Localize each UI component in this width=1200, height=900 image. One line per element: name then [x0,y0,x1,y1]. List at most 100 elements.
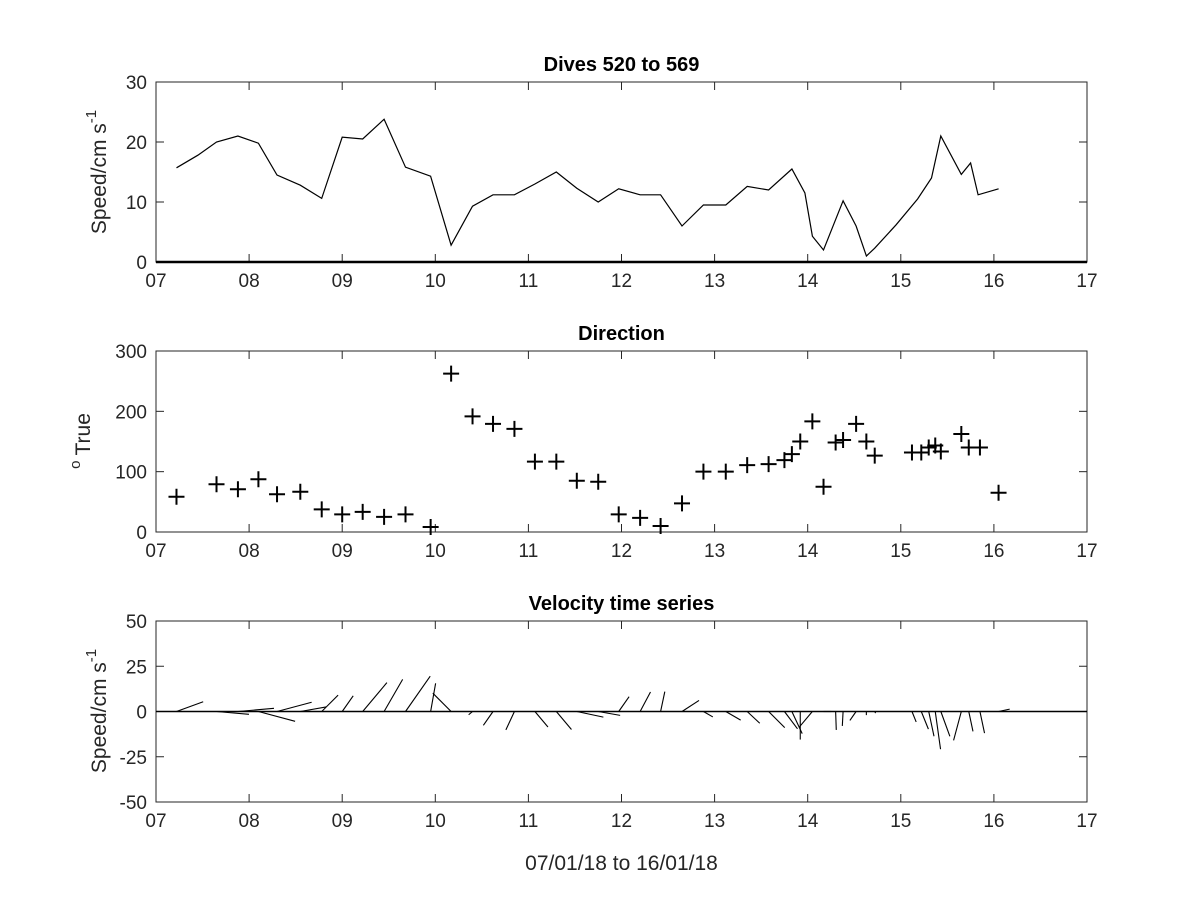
direction-panel-data-point [292,483,309,500]
velocity-panel: Velocity time series Speed/cm s-1 07/01/… [83,593,1098,875]
speed-panel-x-tick-label: 10 [425,271,446,292]
direction-panel-data-point [208,476,225,493]
velocity-panel-title: Velocity time series [529,593,715,615]
direction-panel-data-point [269,486,286,503]
direction-panel-data-point [792,433,809,450]
velocity-panel-velocity-stick [482,711,494,726]
direction-panel-y-tick-label: 0 [136,523,147,544]
velocity-panel-xlabel: 07/01/18 to 16/01/18 [525,852,718,875]
direction-panel-data-point [804,413,821,430]
velocity-panel-y-tick-label: 0 [136,703,147,724]
velocity-panel-x-tick-label: 12 [611,811,632,832]
velocity-panel-velocity-stick [432,692,452,712]
direction-panel: Direction o True 07 08 09 10 11 12 13 14 15 16 17 0 1… [67,323,1098,562]
direction-panel-data-point [313,501,330,518]
direction-panel-data-point [632,509,649,526]
speed-panel-ylabel-superscript: -1 [83,110,100,123]
direction-panel-title: Direction [578,323,665,345]
direction-panel-data-point [739,457,756,474]
speed-panel-x-tick-label: 17 [1076,271,1097,292]
direction-panel-data-point [568,472,585,489]
velocity-panel-velocity-stick [928,711,935,737]
direction-panel-ylabel-superscript: o [67,461,84,469]
direction-panel-data-point [334,506,351,523]
direction-panel-x-tick-label: 15 [890,541,911,562]
velocity-panel-velocity-stick [405,675,431,712]
direction-panel-data-point [827,434,844,451]
direction-panel-data-point [443,365,460,382]
direction-panel-data-point [485,415,502,432]
velocity-panel-y-tick-label: -25 [120,748,147,769]
velocity-panel-ylabel: Speed/cm s-1 [83,649,111,773]
velocity-panel-velocity-stick [430,683,437,712]
velocity-panel-velocity-stick [555,711,572,730]
velocity-panel-y-tick-label: 25 [126,657,147,678]
speed-panel-series-line [176,118,999,258]
direction-panel-ylabel: o True [67,413,95,469]
velocity-panel-y-tick-label: -50 [120,793,147,814]
velocity-panel-x-tick-label: 10 [425,811,446,832]
velocity-panel-velocity-stick [953,711,962,741]
speed-panel-x-tick-label: 12 [611,271,632,292]
velocity-panel-x-tick-label: 07 [145,811,166,832]
velocity-panel-x-tick-label: 09 [332,811,353,832]
direction-panel-y-tick-label: 200 [115,402,147,423]
direction-panel-data-point [506,420,523,437]
direction-panel-data-point [866,447,883,464]
direction-panel-data-point [652,517,669,534]
velocity-panel-velocity-stick [505,711,515,731]
direction-panel-x-tick-label: 17 [1076,541,1097,562]
direction-panel-data-point [953,425,970,442]
speed-panel-x-tick-label: 11 [519,271,539,292]
velocity-panel-velocity-stick [598,710,621,716]
direction-panel-data-point [674,495,691,512]
speed-panel-y-tick-label: 20 [126,133,147,154]
speed-panel-x-tick-label: 16 [983,271,1004,292]
velocity-panel-velocity-stick [798,711,813,728]
velocity-panel-velocity-stick [534,711,549,728]
direction-panel-data-point [590,473,607,490]
speed-panel-title: Dives 520 to 569 [544,54,700,76]
direction-panel-data-point [783,446,800,463]
direction-panel-data-point [835,431,852,448]
direction-panel-data-point [397,506,414,523]
speed-panel-x-tick-label: 07 [145,271,166,292]
direction-panel-data-point [858,433,875,450]
direction-panel-data-point [526,453,543,470]
direction-panel-data-point [376,508,393,525]
velocity-panel-velocity-stick [940,711,951,737]
direction-panel-data-point [848,415,865,432]
velocity-panel-velocity-stick [216,710,250,715]
speed-panel-x-tick-label: 14 [797,271,819,292]
velocity-panel-velocity-stick [725,711,741,721]
direction-panel-data-point [422,518,439,535]
speed-panel-ylabel: Speed/cm s-1 [83,110,111,234]
velocity-panel-velocity-stick [276,701,312,713]
direction-panel-ylabel-text: True [72,413,95,455]
velocity-panel-velocity-stick [874,711,877,714]
speed-panel-x-tick-label: 08 [239,271,260,292]
speed-panel-y-tick-label: 0 [136,253,147,274]
direction-panel-data-point [990,484,1007,501]
velocity-panel-velocity-stick [849,711,857,721]
direction-panel-data-point [548,453,565,470]
velocity-panel-x-tick-label: 13 [704,811,725,832]
direction-panel-y-tick-label: 300 [115,342,147,363]
velocity-panel-velocity-stick [258,710,296,722]
velocity-panel-velocity-stick [383,679,404,712]
velocity-panel-velocity-stick [362,682,388,712]
speed-panel-ylabel-text: Speed/cm s [88,123,111,234]
direction-panel-x-tick-label: 13 [704,541,725,562]
direction-panel-data-point [920,439,937,456]
direction-panel-x-tick-label: 11 [519,541,539,562]
direction-panel-data-point [229,481,246,498]
velocity-panel-velocity-stick [835,711,837,730]
velocity-panel-x-tick-label: 15 [890,811,911,832]
direction-panel-data-point [610,506,627,523]
velocity-panel-velocity-stick [768,711,786,729]
velocity-panel-velocity-stick [911,711,917,723]
velocity-panel-velocity-stick [979,711,986,734]
velocity-panel-velocity-stick [176,701,204,713]
